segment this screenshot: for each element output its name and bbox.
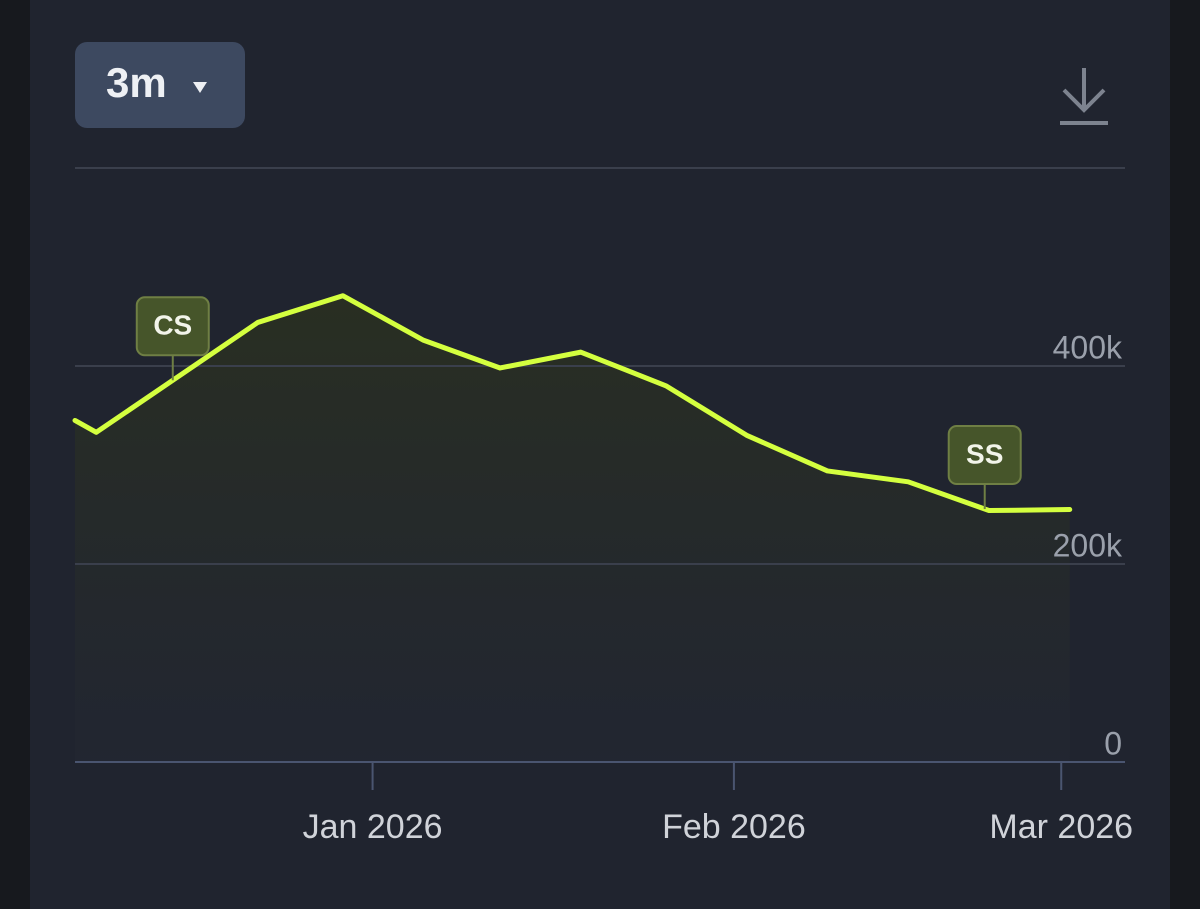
y-tick-label: 0 (1104, 725, 1122, 761)
range-button-bg[interactable] (75, 42, 245, 128)
x-tick-label: Mar 2026 (989, 808, 1133, 846)
range-button[interactable]: 3m (75, 42, 245, 128)
x-tick-label: Jan 2026 (303, 808, 443, 846)
annotation-label: SS (966, 438, 1003, 469)
dropdown-caret[interactable] (193, 82, 207, 93)
annotation-label: CS (153, 310, 192, 341)
line (72, 293, 1073, 514)
y-tick-label: 400k (1053, 329, 1123, 365)
download-arrow[interactable] (1062, 88, 1106, 113)
annotation-box (135, 296, 210, 357)
download-button[interactable] (1060, 68, 1108, 125)
x-tick-label: Feb 2026 (662, 808, 806, 846)
y-tick-label: 200k (1053, 527, 1123, 563)
annotation-box (947, 425, 1022, 486)
range-button-label[interactable]: 3m (106, 59, 167, 106)
area (75, 295, 1070, 762)
